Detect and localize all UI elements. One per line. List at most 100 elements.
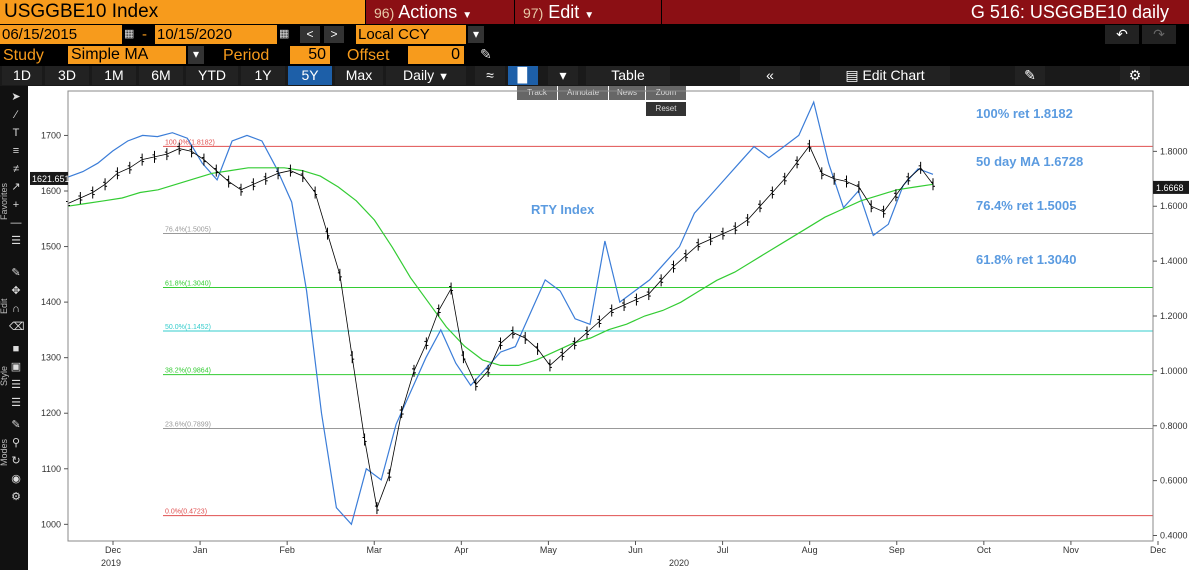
- pin-icon[interactable]: ⚲: [11, 437, 21, 449]
- redo-icon[interactable]: ↷: [1142, 25, 1176, 44]
- list-icon[interactable]: ☰: [11, 397, 21, 409]
- period-label: Period: [223, 47, 270, 64]
- line-chart-icon[interactable]: ≈: [475, 66, 505, 85]
- zoom-button[interactable]: Zoom: [646, 86, 686, 100]
- x-tick-label: Jan: [193, 545, 208, 555]
- x-tick-label: Aug: [802, 545, 818, 555]
- x-tick-label: Feb: [279, 545, 295, 555]
- calendar-icon[interactable]: ▦: [279, 28, 290, 40]
- edit-label: Edit: [548, 2, 580, 22]
- text-icon[interactable]: T: [12, 127, 20, 139]
- actions-menu[interactable]: 96) Actions ▼: [366, 0, 514, 24]
- left-toolbar: ➤ ∕ T ≡ ≠ ↗ + — ☰ ✎ ✥ ∩ ⌫ ■ ▣ ☰ ☰ ✎ ⚲ ↻ …: [0, 86, 28, 570]
- fill-icon[interactable]: ▣: [10, 361, 22, 373]
- period-button-1y[interactable]: 1Y: [241, 66, 285, 85]
- right-tick-label: 1.2000: [1160, 311, 1188, 321]
- palette-icon[interactable]: ◉: [11, 473, 21, 485]
- study-row: Study Simple MA ▾ Period 50 Offset 0 ✎: [0, 46, 1189, 65]
- last-right-tag: [1153, 180, 1189, 194]
- period-button-5y[interactable]: 5Y: [288, 66, 332, 85]
- refresh-icon[interactable]: ↻: [11, 455, 21, 467]
- edit-menu[interactable]: 97) Edit ▼: [515, 0, 661, 24]
- frequency-label: Daily: [403, 67, 435, 83]
- layers-icon[interactable]: ☰: [11, 235, 21, 247]
- annotate-icon[interactable]: ✎: [1015, 66, 1045, 85]
- favorites-label: Favorites: [0, 182, 9, 220]
- gear-icon[interactable]: ⚙: [1120, 66, 1150, 85]
- move-icon[interactable]: ✥: [11, 285, 21, 297]
- period-button-6m[interactable]: 6M: [139, 66, 183, 85]
- trash-icon[interactable]: ⌫: [9, 321, 25, 333]
- x-tick-label: Jun: [628, 545, 643, 555]
- chart-annotation: RTY Index: [531, 202, 595, 217]
- period-button-3d[interactable]: 3D: [45, 66, 89, 85]
- end-date-field[interactable]: 10/15/2020: [155, 25, 277, 44]
- trend-icon[interactable]: ↗: [11, 181, 21, 193]
- brush-icon[interactable]: ✎: [11, 267, 21, 279]
- edit-side-label: Edit: [0, 298, 9, 314]
- x-tick-label: Dec: [105, 545, 122, 555]
- actions-number: 96): [374, 5, 395, 21]
- chevron-down-icon: ▼: [584, 10, 595, 21]
- left-tick-label: 1500: [41, 242, 61, 252]
- channel-icon[interactable]: ≠: [12, 163, 20, 175]
- draw-line-icon[interactable]: ∕: [15, 109, 17, 121]
- year-label: 2020: [669, 558, 689, 568]
- left-tick-label: 1400: [41, 297, 61, 307]
- period-button-1m[interactable]: 1M: [92, 66, 136, 85]
- reset-button[interactable]: Reset: [646, 102, 686, 116]
- gear-icon[interactable]: ⚙: [11, 491, 21, 503]
- x-tick-label: Jul: [717, 545, 729, 555]
- undo-icon[interactable]: ↶: [1105, 25, 1139, 44]
- pencil-icon[interactable]: ✎: [11, 419, 21, 431]
- left-tick-label: 1100: [42, 464, 61, 474]
- study-select[interactable]: Simple MA: [68, 46, 186, 64]
- ticker-field[interactable]: USGGBE10 Index: [0, 0, 365, 24]
- fib-label: 50.0%(1.1452): [165, 324, 211, 331]
- next-period-button[interactable]: >: [324, 26, 344, 43]
- period-button-max[interactable]: Max: [335, 66, 383, 85]
- period-button-1d[interactable]: 1D: [2, 66, 42, 85]
- chart-annotation: 100% ret 1.8182: [976, 106, 1073, 121]
- currency-select[interactable]: Local CCY: [356, 25, 466, 44]
- table-button[interactable]: Table: [586, 66, 670, 85]
- style-icon[interactable]: ■: [12, 343, 20, 355]
- edit-chart-button[interactable]: ▤ Edit Chart: [820, 66, 950, 85]
- collapse-icon[interactable]: «: [740, 66, 800, 85]
- news-button[interactable]: News: [609, 86, 645, 100]
- period-button-ytd[interactable]: YTD: [186, 66, 238, 85]
- segment-icon[interactable]: —: [10, 217, 22, 229]
- lines-icon[interactable]: ☰: [11, 379, 21, 391]
- chart-toolbar: 1D 3D 1M 6M YTD 1Y 5Y Max Daily ▼ ≈ ▉ ▾ …: [0, 66, 1189, 86]
- fib-icon[interactable]: ≡: [12, 145, 20, 157]
- bar-chart-icon[interactable]: ▉: [508, 66, 538, 85]
- period-field[interactable]: 50: [290, 46, 330, 64]
- cross-icon[interactable]: +: [12, 199, 20, 211]
- right-tick-label: 1.4000: [1160, 256, 1188, 266]
- chevron-down-icon[interactable]: ▾: [548, 66, 578, 85]
- right-tick-label: 0.4000: [1160, 531, 1188, 541]
- x-tick-label: Apr: [454, 545, 468, 555]
- magnet-icon[interactable]: ∩: [12, 303, 20, 315]
- annotate-button[interactable]: Annotate: [558, 86, 608, 100]
- prev-period-button[interactable]: <: [300, 26, 320, 43]
- style-side-label: Style: [0, 365, 9, 386]
- pencil-icon[interactable]: ✎: [480, 46, 492, 62]
- rty-series-line: [67, 100, 934, 526]
- track-button[interactable]: Track: [517, 86, 557, 100]
- x-tick-label: Nov: [1063, 545, 1080, 555]
- start-date-field[interactable]: 06/15/2015: [0, 25, 122, 44]
- last-left-tag: [30, 171, 68, 185]
- right-tick-label: 1.8000: [1160, 146, 1188, 156]
- frequency-select[interactable]: Daily ▼: [386, 66, 466, 85]
- chart-area[interactable]: [28, 86, 1189, 570]
- calendar-icon[interactable]: ▦: [124, 28, 135, 40]
- x-tick-label: Mar: [367, 545, 383, 555]
- chevron-down-icon[interactable]: ▾: [468, 26, 484, 43]
- x-tick-label: May: [540, 545, 558, 555]
- cursor-icon[interactable]: ➤: [11, 91, 21, 103]
- actions-label: Actions: [398, 2, 458, 22]
- price-chart[interactable]: 100.0%(1.8182)76.4%(1.5005)61.8%(1.3040)…: [28, 86, 1189, 570]
- offset-field[interactable]: 0: [408, 46, 464, 64]
- chevron-down-icon[interactable]: ▾: [188, 46, 204, 64]
